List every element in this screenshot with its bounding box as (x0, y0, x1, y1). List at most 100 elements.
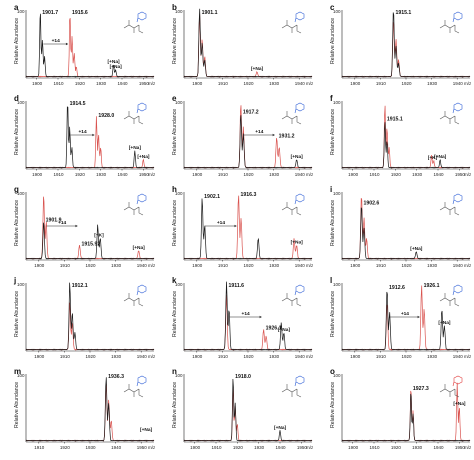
peak-label: [+Na] (251, 66, 264, 72)
panel-c: c Relative Abundance 100 1900 1910 1920 1930 19… (330, 3, 472, 86)
structure-ring (136, 102, 147, 114)
x-tick-label: 1940 (118, 172, 129, 177)
peak-label: 1931.2 (279, 133, 295, 139)
peak-label: 1928.0 (98, 113, 114, 119)
x-tick-label: 1950 (455, 445, 466, 450)
y-tick-100: 100 (333, 373, 341, 378)
x-unit-label: m/z (148, 172, 156, 177)
peak-label: [+Na] (274, 425, 287, 431)
y-axis-label: Relative Abundance (14, 200, 20, 246)
y-axis-label: Relative Abundance (14, 382, 20, 428)
structure-icon (123, 11, 147, 34)
x-tick-label: 1910 (60, 263, 71, 268)
structure-icon (281, 375, 305, 398)
structure-icon (281, 193, 305, 216)
peak-label: 1911.6 (228, 283, 244, 289)
panel-k: k Relative Abundance 100 1900 1910 1920 1930 19… (172, 276, 314, 359)
x-tick-label: 1950 (455, 172, 466, 177)
x-tick-label: 1900 (348, 172, 359, 177)
x-unit-label: m/z (306, 172, 314, 177)
y-axis-label: Relative Abundance (172, 291, 178, 337)
y-axis-label: Relative Abundance (330, 382, 336, 428)
y-tick-100: 100 (175, 191, 183, 196)
structure-bonds (439, 111, 460, 125)
x-tick-label: 1900 (350, 354, 361, 359)
series-black (25, 282, 155, 351)
x-tick-label: 1910 (60, 354, 71, 359)
peak-label: [+K] (94, 233, 104, 239)
arrow-head-icon (272, 133, 275, 137)
panel-b: b Relative Abundance 100 1900 1910 1920 1930 19… (172, 3, 314, 86)
panel-g: g Relative Abundance 100 1900 1910 1920 1930 19… (14, 185, 156, 268)
peak-label: 1912.6 (389, 285, 405, 291)
peak-label: [+Na] (438, 320, 451, 326)
x-tick-label: 1910 (54, 172, 65, 177)
peak-label: [+Na] (137, 154, 150, 160)
x-unit-label: m/z (306, 81, 314, 86)
x-tick-label: 1940 (434, 445, 445, 450)
panel-m: m Relative Abundance 100 1910 1920 1930 1940 19… (14, 367, 156, 450)
peak-label: +14 (401, 311, 409, 317)
panel-letter: j (13, 276, 16, 285)
y-tick-100: 100 (175, 373, 183, 378)
peak-label: 1915.1 (387, 116, 403, 122)
structure-ring (452, 11, 463, 23)
y-tick-100: 100 (17, 191, 25, 196)
structure-bonds (281, 293, 302, 307)
x-tick-label: 1900 (350, 263, 361, 268)
y-tick-100: 100 (333, 282, 341, 287)
x-tick-label: 1910 (370, 172, 381, 177)
x-tick-label: 1920 (402, 263, 413, 268)
x-tick-label: 1910 (370, 445, 381, 450)
x-tick-label: 1940 (137, 263, 148, 268)
panel-letter: l (330, 276, 332, 285)
arrow-head-icon (75, 224, 78, 228)
structure-bonds (281, 111, 302, 125)
x-tick-label: 1900 (192, 81, 203, 86)
y-axis-label: Relative Abundance (172, 200, 178, 246)
series-red (183, 14, 313, 78)
x-unit-label: m/z (148, 81, 156, 86)
x-tick-label: 1950 (137, 445, 148, 450)
x-tick-label: 1940 (295, 263, 306, 268)
panel-n: n Relative Abundance 100 1900 1910 1920 1930 19… (172, 367, 314, 450)
x-tick-label: 1900 (348, 445, 359, 450)
panel-letter: d (14, 94, 19, 103)
x-tick-label: 1920 (402, 81, 413, 86)
x-tick-label: 1920 (402, 354, 413, 359)
peak-label: [+Na] (410, 246, 423, 252)
x-tick-label: 1920 (244, 263, 255, 268)
x-tick-label: 1910 (376, 81, 387, 86)
arrow-head-icon (259, 315, 262, 319)
x-tick-label: 1910 (212, 445, 223, 450)
structure-icon (123, 102, 147, 125)
peak-label: [+Na] (453, 401, 466, 407)
structure-icon (439, 193, 463, 216)
y-tick-100: 100 (17, 9, 25, 14)
peak-label: [+Na] (291, 154, 304, 160)
y-axis-label: Relative Abundance (172, 18, 178, 64)
peak-label: [+Na] (140, 427, 153, 433)
x-tick-label: 1940 (295, 172, 306, 177)
x-tick-label: 1900 (192, 172, 203, 177)
structure-bonds (123, 202, 144, 216)
x-tick-label: 1910 (376, 354, 387, 359)
x-tick-label: 1910 (218, 354, 229, 359)
peak-label: 1916.3 (241, 192, 257, 198)
series-black (183, 198, 313, 260)
peak-label: 1926.1 (266, 326, 282, 332)
structure-icon (281, 284, 305, 307)
y-tick-100: 100 (17, 100, 25, 105)
structure-bonds (281, 20, 302, 34)
series-black (25, 377, 155, 442)
x-tick-label: 1910 (376, 263, 387, 268)
x-tick-label: 1920 (60, 445, 71, 450)
structure-ring (136, 11, 147, 23)
x-tick-label: 1930 (254, 445, 265, 450)
series-black (341, 291, 471, 351)
series-black (25, 106, 155, 169)
structure-ring (452, 193, 463, 205)
panel-letter: b (172, 3, 177, 12)
x-tick-label: 1950 (297, 445, 308, 450)
